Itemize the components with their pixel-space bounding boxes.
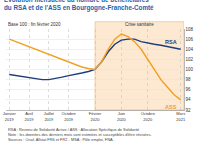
svg-text:ASS: ASS (165, 104, 177, 110)
svg-text:Juin2020: Juin2020 (117, 111, 127, 121)
svg-text:92: 92 (186, 108, 192, 113)
svg-text:102: 102 (186, 57, 194, 62)
svg-text:94: 94 (186, 97, 192, 102)
svg-text:98: 98 (186, 77, 192, 82)
svg-text:Mars2021: Mars2021 (176, 111, 186, 121)
svg-text:100: 100 (186, 67, 194, 72)
svg-text:RSA : Revenu de Solidarité Act: RSA : Revenu de Solidarité Active / ASS … (8, 127, 151, 142)
svg-text:Avril2019: Avril2019 (25, 111, 35, 121)
svg-text:Juillet2019: Juillet2019 (44, 111, 55, 121)
svg-text:Février2020: Février2020 (89, 111, 102, 121)
svg-text:Évolution mensuelle du nombre: Évolution mensuelle du nombre de bénéfic… (4, 0, 154, 12)
svg-text:104: 104 (186, 47, 194, 52)
svg-text:108: 108 (186, 27, 194, 32)
svg-text:Crise sanitaire: Crise sanitaire (125, 22, 154, 27)
svg-text:Octobre2020: Octobre2020 (141, 111, 156, 121)
svg-text:106: 106 (186, 37, 194, 42)
svg-text:Janvier2019: Janvier2019 (3, 111, 17, 121)
svg-text:Octobre2019: Octobre2019 (62, 111, 77, 121)
svg-text:RSA: RSA (165, 39, 177, 45)
svg-text:96: 96 (186, 87, 192, 92)
svg-text:Base 100 : fin février 2020: Base 100 : fin février 2020 (8, 22, 61, 27)
